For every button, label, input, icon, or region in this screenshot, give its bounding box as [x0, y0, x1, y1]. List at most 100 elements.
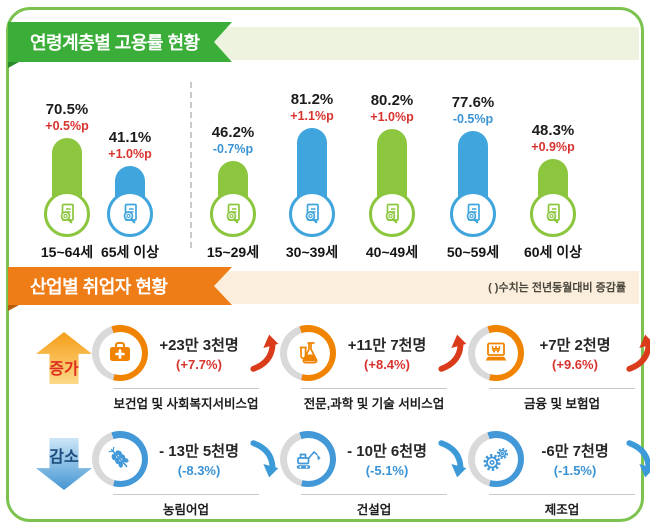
increase-badge-label: 증가 — [49, 361, 79, 378]
down-swoosh-arrow-icon — [438, 440, 467, 478]
medical-bag-icon — [98, 331, 142, 375]
bar-icon-bubble — [210, 191, 256, 237]
bar-change: +1.0%p — [108, 147, 152, 161]
decrease-arrow-badge: 감소 — [36, 438, 92, 490]
up-swoosh-arrow-icon — [626, 334, 650, 372]
bar-value: 77.6% — [451, 94, 495, 111]
bar-age-label: 65세 이상 — [100, 244, 160, 260]
doc-search-icon — [123, 203, 137, 224]
progress-ring — [92, 431, 148, 487]
bar-value: 81.2% — [290, 91, 334, 108]
industry-figures: +23만 3천명 (+7.7%) — [155, 334, 243, 372]
industry-increase-row: 증가 +23만 3천명 (+7.7%) 보건업 및 사회복지서비스업 — [0, 322, 650, 418]
flask-icon — [286, 331, 330, 375]
decrease-badge-label: 감소 — [49, 449, 79, 466]
industry-figures: - 13만 5천명 (-8.3%) — [155, 440, 243, 478]
increase-industry-item-1: +11만 7천명 (+8.4%) 전문,과학 및 기술 서비스업 — [280, 322, 468, 412]
doc-search-icon — [226, 203, 240, 224]
doc-search-icon — [305, 203, 319, 224]
age-ribbon-fold — [8, 62, 19, 68]
count-text: +7만 2천명 — [539, 337, 611, 354]
bar-icon-bubble — [369, 191, 415, 237]
bar-change: +1.0%p — [370, 110, 414, 124]
decrease-industry-item-0: - 13만 5천명 (-8.3%) 농림어업 — [92, 428, 280, 518]
count-text: - 13만 5천명 — [159, 443, 239, 460]
age-bar-column-2: 46.2% -0.7%p 15~29세 — [195, 124, 271, 262]
age-bar-column-6: 48.3% +0.9%p 60세 이상 — [515, 122, 591, 262]
bar-icon-bubble — [289, 191, 335, 237]
bar-change: +1.1%p — [290, 109, 334, 123]
count-text: - 10만 6천명 — [347, 443, 427, 460]
label-divider-line — [112, 388, 260, 389]
decrease-industry-item-1: - 10만 6천명 (-5.1%) 건설업 — [280, 428, 468, 518]
excavator-icon — [286, 437, 330, 481]
percent-text: (-5.1%) — [365, 463, 409, 478]
industry-figures: +11만 7천명 (+8.4%) — [343, 334, 431, 372]
bar-value: 41.1% — [108, 129, 152, 146]
industry-item-top: - 10만 6천명 (-5.1%) — [280, 428, 468, 490]
industry-label: 보건업 및 사회복지서비스업 — [113, 397, 259, 411]
bar-age-label: 15~64세 — [40, 244, 94, 260]
increase-industry-item-2: ₩ +7만 2천명 (+9.6%) 금융 및 보험업 — [468, 322, 650, 412]
age-bar-column-5: 77.6% -0.5%p 50~59세 — [435, 94, 511, 262]
down-swoosh-arrow-icon — [626, 440, 650, 478]
increase-badge-wrap: 증가 — [36, 322, 92, 384]
svg-text:₩: ₩ — [492, 344, 501, 354]
bar-change: -0.7%p — [212, 142, 254, 156]
progress-ring — [92, 325, 148, 381]
bar-value: 48.3% — [531, 122, 575, 139]
percent-text: (+9.6%) — [552, 357, 598, 372]
up-swoosh-arrow-icon — [438, 334, 467, 372]
count-text: +23만 3천명 — [159, 337, 239, 354]
laptop-won-icon: ₩ — [474, 331, 518, 375]
industry-item-top: +23만 3천명 (+7.7%) — [92, 322, 280, 384]
percent-text: (-8.3%) — [177, 463, 221, 478]
bar-value: 70.5% — [45, 101, 89, 118]
bar-change: +0.9%p — [531, 140, 575, 154]
label-divider-line — [300, 388, 448, 389]
age-bar-column-1: 41.1% +1.0%p 65세 이상 — [92, 129, 168, 262]
progress-ring — [280, 431, 336, 487]
doc-search-icon — [60, 203, 74, 224]
bar-value: 46.2% — [211, 124, 255, 141]
bar-change: +0.5%p — [45, 119, 89, 133]
increase-arrow-badge: 증가 — [36, 332, 92, 384]
industry-item-top: +11만 7천명 (+8.4%) — [280, 322, 468, 384]
bar-age-label: 40~49세 — [365, 244, 419, 260]
percent-text: (+7.7%) — [176, 357, 222, 372]
bar-icon-bubble — [107, 191, 153, 237]
industry-decrease-row: 감소 - 13만 5천명 (-8.3%) 농림어업 — [0, 428, 650, 524]
bar-age-label: 15~29세 — [206, 244, 260, 260]
progress-ring — [468, 431, 524, 487]
bar-change: -0.5%p — [452, 112, 494, 126]
group-divider-dashed-line — [190, 82, 192, 248]
industry-section-title: 산업별 취업자 현황 — [8, 267, 232, 305]
industry-figures: -6만 7천명 (-1.5%) — [531, 440, 619, 478]
doc-search-icon — [466, 203, 480, 224]
bar-value: 80.2% — [370, 92, 414, 109]
bar-icon-bubble — [44, 191, 90, 237]
industry-label: 건설업 — [356, 503, 392, 517]
industry-item-top: - 13만 5천명 (-8.3%) — [92, 428, 280, 490]
count-text: -6만 7천명 — [541, 443, 609, 460]
industry-figures: +7만 2천명 (+9.6%) — [531, 334, 619, 372]
industry-item-top: ₩ +7만 2천명 (+9.6%) — [468, 322, 650, 384]
age-bar-column-4: 80.2% +1.0%p 40~49세 — [354, 92, 430, 262]
age-section-title-text: 연령계층별 고용률 현황 — [30, 33, 200, 53]
bar-age-label: 50~59세 — [446, 244, 500, 260]
decrease-industry-item-2: -6만 7천명 (-1.5%) 제조업 — [468, 428, 650, 518]
bar-icon-bubble — [450, 191, 496, 237]
industry-label: 금융 및 보험업 — [524, 397, 600, 411]
industry-footnote: ( )수치는 전년동월대비 증감률 — [488, 282, 626, 294]
count-text: +11만 7천명 — [347, 337, 427, 354]
percent-text: (-1.5%) — [553, 463, 597, 478]
bar-age-label: 60세 이상 — [523, 244, 583, 260]
industry-section-title-text: 산업별 취업자 현황 — [30, 277, 168, 297]
label-divider-line — [488, 388, 636, 389]
employment-rate-chart: 70.5% +0.5%p 15~64세 41.1% +1.0%p 65세 이상 46… — [10, 70, 640, 262]
industry-item-top: -6만 7천명 (-1.5%) — [468, 428, 650, 490]
progress-ring: ₩ — [468, 325, 524, 381]
age-section-title: 연령계층별 고용률 현황 — [8, 22, 232, 62]
doc-search-icon — [385, 203, 399, 224]
